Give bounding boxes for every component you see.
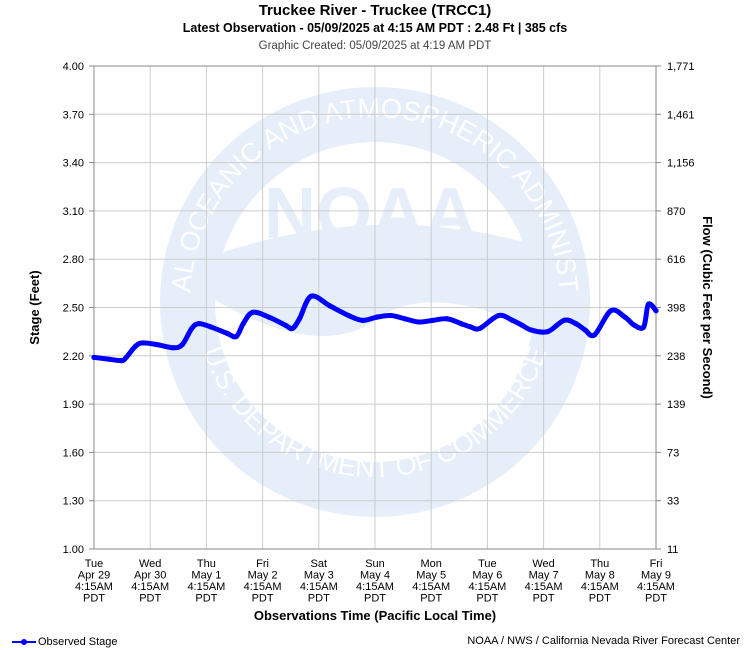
- data-point: [645, 301, 651, 307]
- y-tick-label: 1.60: [63, 447, 84, 459]
- x-tick-label: Mon May 5 4:15AM PDT: [412, 558, 450, 605]
- data-point: [154, 341, 160, 348]
- data-point: [250, 309, 256, 315]
- data-point: [139, 340, 146, 346]
- noaa-watermark: NOAA NATIONAL OCEANIC AND ATMOSPHERIC AD…: [160, 87, 590, 517]
- data-point: [631, 322, 637, 328]
- data-point: [104, 356, 111, 362]
- data-point: [118, 358, 125, 364]
- data-point: [495, 312, 502, 319]
- x-axis-ticks: Tue Apr 29 4:15AM PDT Wed Apr 30 4:15AM PDT Thu M…: [75, 558, 675, 605]
- data-point: [308, 293, 314, 299]
- y-tick-label: 4.00: [63, 61, 84, 73]
- data-point: [477, 325, 483, 332]
- legend-swatch: [12, 638, 36, 646]
- y-tick-label: 2.50: [63, 303, 84, 315]
- data-point: [346, 312, 352, 319]
- data-point: [582, 327, 588, 333]
- y-tick-label: 3.70: [63, 109, 84, 121]
- data-point: [591, 332, 598, 338]
- data-point: [266, 314, 272, 320]
- x-tick-label: Fri May 2 4:15AM PDT: [244, 558, 282, 605]
- chart-title: Truckee River - Truckee (TRCC1): [258, 2, 492, 19]
- y2-tick-label: 238: [667, 351, 685, 363]
- y2-tick-label: 616: [667, 254, 685, 266]
- y-tick-label: 1.90: [63, 399, 84, 411]
- y-tick-label: 3.40: [63, 158, 84, 170]
- data-point: [91, 354, 97, 361]
- y2-axis-title: Flow (Cubic Feet per Second): [700, 216, 715, 399]
- data-point: [282, 322, 289, 328]
- data-point: [573, 321, 579, 327]
- y2-tick-label: 139: [667, 399, 685, 411]
- data-point: [374, 314, 380, 320]
- data-point: [388, 312, 394, 319]
- data-point: [289, 325, 296, 332]
- x-tick-label: Sat May 3 4:15AM PDT: [300, 558, 338, 605]
- data-point: [444, 316, 450, 322]
- x-tick-label: Tue Apr 29 4:15AM PDT: [75, 558, 113, 605]
- data-point: [430, 317, 436, 323]
- hydrograph-chart: NOAA NATIONAL OCEANIC AND ATMOSPHERIC AD…: [27, 61, 715, 623]
- data-point: [402, 316, 408, 322]
- legend-label: Observed Stage: [38, 636, 118, 648]
- data-point: [189, 325, 195, 332]
- y2-tick-label: 398: [667, 303, 685, 315]
- data-point: [132, 343, 139, 349]
- data-point: [233, 333, 239, 340]
- chart-subtitle: Latest Observation - 05/09/2025 at 4:15 …: [182, 21, 568, 35]
- data-point: [458, 321, 464, 327]
- data-point: [528, 327, 534, 333]
- y-tick-label: 1.30: [63, 496, 84, 508]
- y2-tick-label: 1,771: [667, 61, 695, 73]
- y-tick-label: 3.10: [63, 206, 84, 218]
- data-point: [179, 341, 185, 348]
- data-point: [240, 321, 246, 327]
- data-point: [653, 308, 659, 314]
- data-point: [360, 317, 366, 323]
- credit-text: NOAA / NWS / California Nevada River For…: [467, 635, 740, 647]
- y2-tick-label: 11: [667, 544, 678, 556]
- data-point: [196, 321, 202, 327]
- data-point: [123, 354, 129, 361]
- watermark-logo-text: NOAA: [264, 174, 476, 254]
- x-tick-label: Tue May 6 4:15AM PDT: [468, 558, 506, 605]
- data-point: [608, 308, 614, 314]
- data-point: [641, 324, 647, 330]
- y-axis-title: Stage (Feet): [27, 270, 42, 344]
- x-tick-label: Wed Apr 30 4:15AM PDT: [131, 558, 169, 605]
- data-point: [416, 319, 422, 325]
- x-tick-label: Thu May 1 4:15AM PDT: [187, 558, 225, 605]
- data-point: [224, 330, 230, 336]
- x-tick-label: Wed May 7 4:15AM PDT: [525, 558, 563, 605]
- y2-tick-label: 33: [667, 496, 679, 508]
- data-point: [467, 324, 474, 330]
- right-axis-ticks: 11 33 73 139 238 398 616 870 1,156 1,461 1,771: [656, 61, 695, 556]
- data-point: [207, 324, 214, 330]
- created-timestamp: Graphic Created: 05/09/2025 at 4:19 AM P…: [258, 40, 492, 52]
- x-tick-label: Thu May 8 4:15AM PDT: [581, 558, 619, 605]
- y2-tick-label: 1,461: [667, 109, 695, 121]
- legend: Observed Stage: [12, 636, 118, 648]
- series-observed-stage: [91, 293, 659, 364]
- y-tick-label: 2.80: [63, 254, 84, 266]
- x-axis-title: Observations Time (Pacific Local Time): [254, 608, 496, 623]
- y2-tick-label: 73: [667, 447, 679, 459]
- data-point: [296, 316, 303, 322]
- x-tick-label: Fri May 9 4:15AM PDT: [637, 558, 675, 605]
- x-tick-label: Sun May 4 4:15AM PDT: [356, 558, 394, 605]
- y2-tick-label: 870: [667, 206, 685, 218]
- data-point: [327, 303, 333, 309]
- y-tick-label: 1.00: [63, 544, 84, 556]
- left-axis-ticks: 1.00 1.30 1.60 1.90 2.20 2.50 2.80 3.10 3.40 3.70…: [63, 61, 94, 556]
- data-point: [519, 322, 525, 328]
- grid-lines: [93, 65, 657, 550]
- data-point: [509, 317, 516, 323]
- data-point: [545, 329, 551, 335]
- data-point: [622, 314, 628, 320]
- y2-tick-label: 1,156: [667, 158, 695, 170]
- data-point: [170, 345, 176, 351]
- y-tick-label: 2.20: [63, 351, 84, 363]
- data-point: [561, 317, 567, 323]
